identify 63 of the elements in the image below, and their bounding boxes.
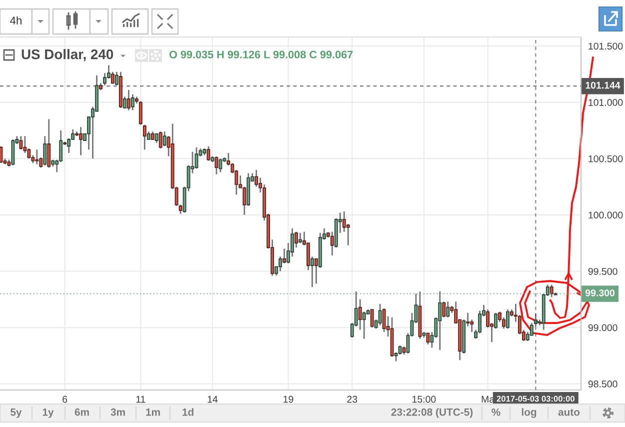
x-tick-label: 2017-05-03 03:00:00	[496, 396, 574, 402]
candlestick	[130, 94, 134, 111]
candlestick	[214, 156, 218, 176]
text: 6m	[74, 408, 89, 416]
text: 5y	[10, 408, 22, 418]
x-tick-label: 6	[62, 396, 68, 403]
x-tick-label: 15:00	[412, 396, 436, 403]
candlestick	[362, 311, 366, 340]
y-tick-label: 101.000	[588, 99, 623, 106]
candlestick	[67, 138, 71, 154]
y-tick-label: 99.500	[588, 268, 618, 275]
candlestick	[426, 332, 430, 346]
text: O 99.035 H 99.126 L 99.008 C 99.067	[169, 50, 353, 58]
candlestick	[194, 146, 198, 170]
candlestick	[35, 148, 39, 165]
y-tick-label: 101.500	[588, 42, 623, 50]
candlestick	[442, 300, 446, 318]
x-tick-label: 14	[208, 396, 218, 403]
candlestick	[346, 223, 350, 246]
candlestick	[138, 100, 142, 126]
candlestick	[330, 231, 334, 256]
candlestick	[370, 308, 374, 328]
candlestick	[310, 256, 314, 288]
candlestick	[142, 124, 146, 150]
text: %	[492, 408, 500, 416]
y-tick-label: 98.500	[588, 380, 618, 388]
text: auto	[558, 408, 580, 416]
candlestick	[382, 308, 386, 333]
candlestick	[298, 232, 302, 244]
text: 1m	[146, 408, 160, 416]
candlestick	[47, 118, 51, 168]
ref-line-label: 101.144	[586, 82, 620, 89]
ref-line-label: 99.300	[586, 289, 615, 296]
candlestick	[154, 133, 158, 144]
y-tick-label: 99.000	[588, 324, 618, 332]
candlestick	[378, 303, 382, 326]
candlestick	[242, 186, 246, 216]
x-tick-label: 11	[136, 396, 146, 403]
candlestick	[43, 135, 47, 166]
text: 1d	[182, 408, 194, 416]
candlestick	[314, 258, 318, 284]
candlestick	[550, 284, 554, 298]
candlestick	[19, 135, 23, 150]
text: 23:22:08 (UTC-5)	[391, 408, 473, 418]
candlestick	[206, 146, 210, 162]
candlestick	[79, 126, 82, 156]
text: 4h	[10, 16, 22, 24]
candlestick	[0, 146, 3, 164]
candlestick	[398, 344, 402, 356]
text: 3m	[110, 408, 125, 416]
text: 1y	[42, 408, 54, 418]
y-tick-label: 100.500	[588, 155, 623, 162]
candlestick	[446, 300, 450, 318]
candlestick	[282, 248, 286, 264]
y-tick-label: 100.000	[588, 212, 623, 219]
text: US Dollar, 240	[22, 49, 114, 62]
candlestick	[506, 308, 510, 330]
x-tick-label: 23	[347, 396, 358, 403]
candlestick	[126, 89, 130, 111]
candlestick	[466, 312, 470, 328]
candlestick	[158, 130, 162, 150]
text: log	[522, 408, 536, 418]
x-tick-label: 19	[284, 396, 294, 403]
